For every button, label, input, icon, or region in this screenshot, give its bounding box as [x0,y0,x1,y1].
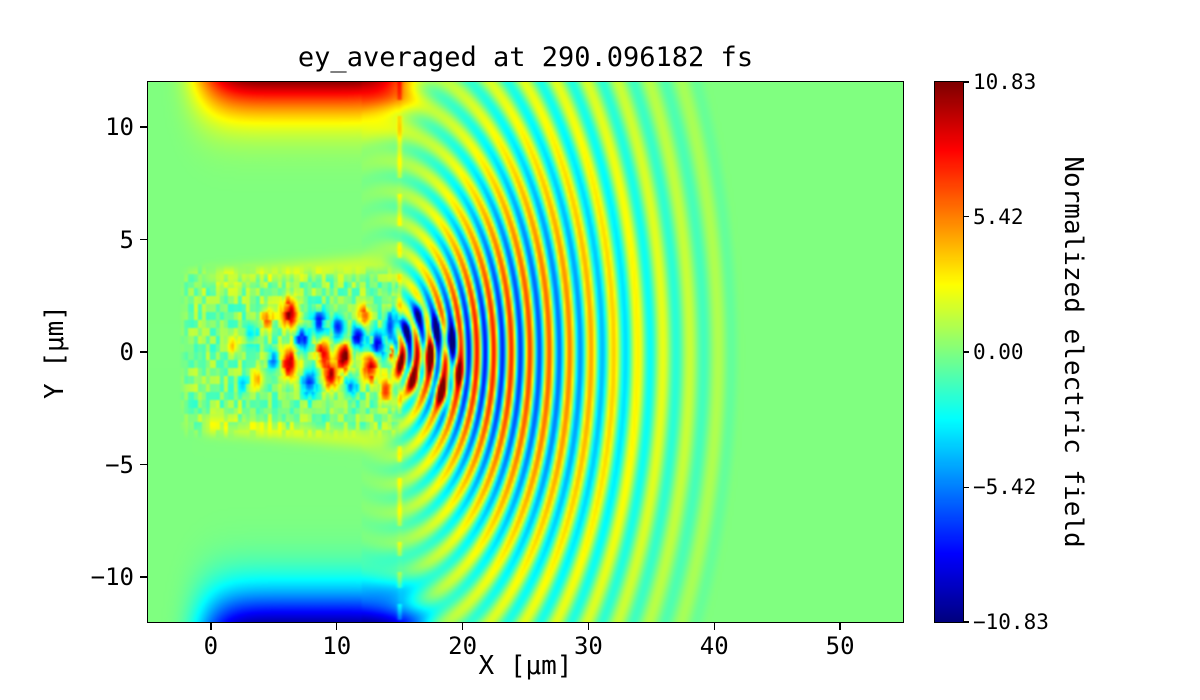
colorbar-tick-mark [964,486,969,488]
y-tick-mark [140,576,147,578]
colorbar-tick-mark [964,351,969,353]
y-tick-label: 5 [119,225,134,254]
x-tick-mark [461,623,464,630]
colorbar-tick-label: 5.42 [973,204,1024,229]
x-tick-label: 30 [573,632,603,660]
y-tick-label: −10 [90,563,134,591]
x-tick-mark [210,623,212,630]
x-tick-label: 10 [322,632,352,660]
x-axis-label: X [μm] [478,651,573,681]
heatmap-canvas [148,82,903,622]
y-tick-label: 10 [105,113,134,141]
y-tick-mark [140,126,147,128]
colorbar-label: Normalized electric field [1058,156,1088,548]
colorbar-frame [934,81,964,623]
colorbar-tick-mark [964,216,969,218]
x-tick-label: 20 [448,632,478,660]
x-tick-label: 40 [699,632,729,660]
x-tick-mark [713,623,715,630]
x-tick-mark [587,623,589,630]
colorbar-tick-label: 10.83 [973,70,1037,94]
x-tick-mark [336,623,338,630]
y-tick-label: −5 [105,450,134,479]
colorbar-tick-mark [964,621,969,623]
colorbar-tick-label: −5.42 [973,475,1037,500]
x-tick-label: 50 [825,632,855,660]
colorbar-tick-mark [964,81,969,83]
colorbar-gradient-canvas [935,82,963,622]
colorbar-tick-label: −10.83 [973,610,1049,634]
colorbar-tick-label: 0.00 [973,340,1024,364]
y-tick-mark [140,351,147,353]
y-tick-label: 0 [119,338,134,366]
x-tick-mark [839,623,841,630]
x-tick-label: 0 [203,632,219,660]
y-tick-mark [140,463,147,466]
plot-frame [147,81,904,623]
y-tick-mark [140,238,147,241]
chart-title: ey_averaged at 290.096182 fs [297,42,754,73]
